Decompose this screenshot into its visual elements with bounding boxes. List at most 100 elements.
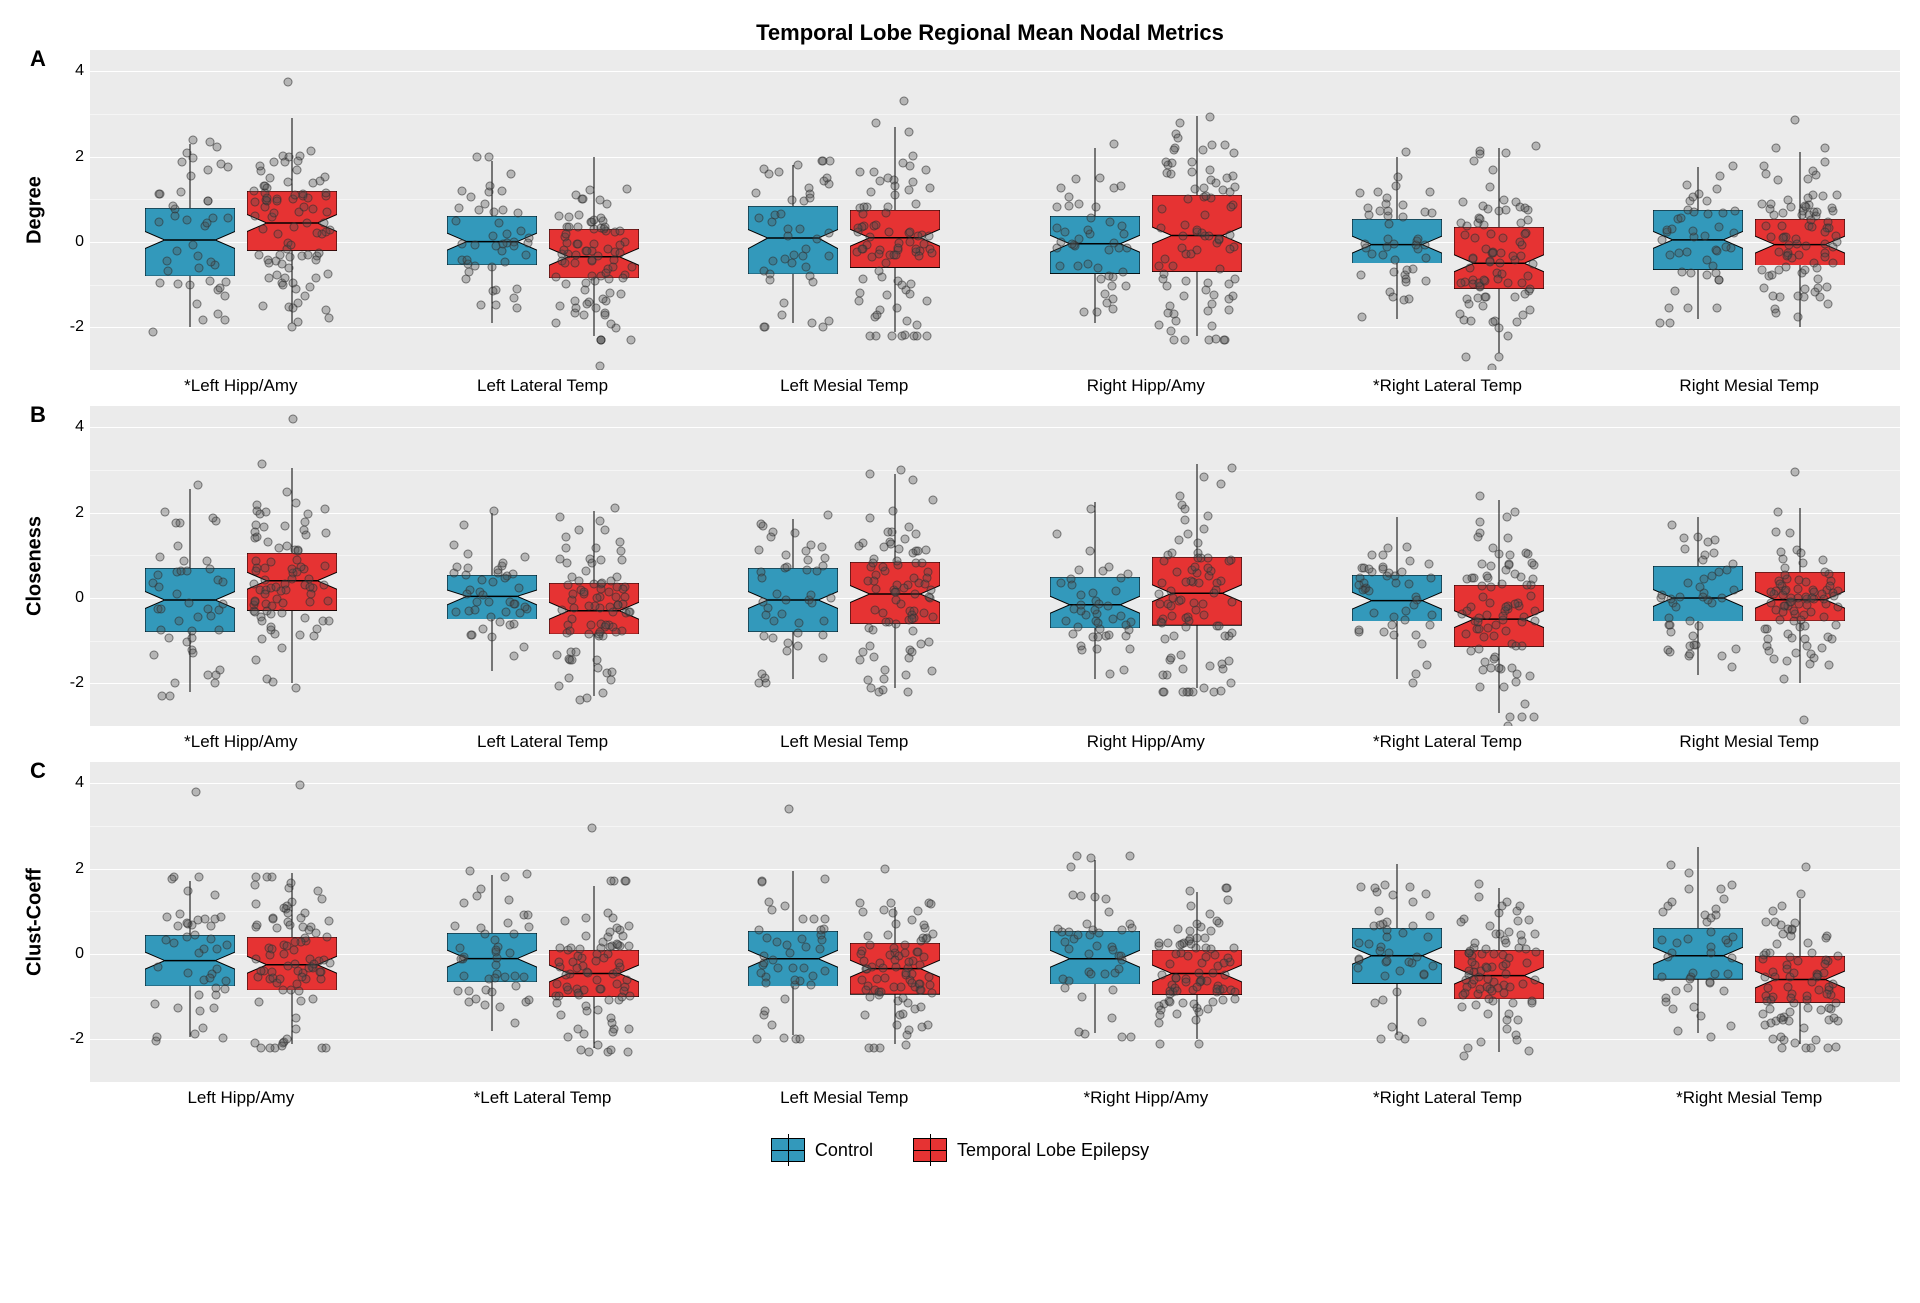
data-point: [1793, 585, 1802, 594]
data-point: [1476, 1037, 1485, 1046]
data-point: [555, 211, 564, 220]
data-point: [259, 522, 268, 531]
data-point: [487, 612, 496, 621]
data-point: [608, 1018, 617, 1027]
data-point: [512, 304, 521, 313]
x-category-label: Right Mesial Temp: [1598, 376, 1900, 396]
data-point: [789, 250, 798, 259]
data-point: [554, 958, 563, 967]
data-point: [1181, 220, 1190, 229]
data-point: [1230, 183, 1239, 192]
data-point: [1504, 331, 1513, 340]
data-point: [189, 135, 198, 144]
data-point: [861, 986, 870, 995]
data-point: [1202, 952, 1211, 961]
data-point: [1207, 321, 1216, 330]
data-point: [522, 870, 531, 879]
data-point: [1364, 565, 1373, 574]
data-point: [250, 187, 259, 196]
data-point: [819, 616, 828, 625]
data-point: [854, 542, 863, 551]
data-point: [160, 508, 169, 517]
x-category-label: Left Hipp/Amy: [90, 1088, 392, 1108]
data-point: [250, 596, 259, 605]
data-point: [1383, 917, 1392, 926]
data-point: [926, 184, 935, 193]
data-point: [1731, 645, 1740, 654]
data-point: [1780, 570, 1789, 579]
data-point: [1763, 996, 1772, 1005]
data-point: [293, 165, 302, 174]
data-point: [1717, 652, 1726, 661]
data-point: [1404, 957, 1413, 966]
data-point: [870, 652, 879, 661]
data-point: [866, 188, 875, 197]
data-point: [266, 173, 275, 182]
data-point: [892, 303, 901, 312]
data-point: [1457, 918, 1466, 927]
data-point: [1094, 600, 1103, 609]
data-point: [520, 642, 529, 651]
data-point: [1831, 1042, 1840, 1051]
data-point: [490, 207, 499, 216]
data-point: [498, 240, 507, 249]
data-point: [1757, 200, 1766, 209]
data-point: [195, 873, 204, 882]
data-point: [596, 556, 605, 565]
data-point: [154, 217, 163, 226]
data-point: [300, 291, 309, 300]
data-point: [170, 678, 179, 687]
data-point: [1806, 1043, 1815, 1052]
data-point: [500, 573, 509, 582]
data-point: [284, 178, 293, 187]
data-point: [1385, 220, 1394, 229]
data-point: [1155, 939, 1164, 948]
data-point: [1425, 912, 1434, 921]
data-point: [1511, 642, 1520, 651]
data-point: [1820, 144, 1829, 153]
data-point: [1195, 578, 1204, 587]
data-point: [510, 930, 519, 939]
data-point: [1188, 157, 1197, 166]
data-point: [893, 581, 902, 590]
data-point: [562, 280, 571, 289]
data-point: [1392, 988, 1401, 997]
data-point: [158, 692, 167, 701]
data-point: [596, 628, 605, 637]
data-point: [870, 1043, 879, 1052]
data-point: [467, 193, 476, 202]
data-point: [875, 266, 884, 275]
outlier-point: [1504, 722, 1513, 727]
data-point: [1476, 150, 1485, 159]
data-point: [552, 273, 561, 282]
data-point: [1669, 1005, 1678, 1014]
data-point: [1827, 635, 1836, 644]
data-point: [1494, 909, 1503, 918]
data-point: [1101, 290, 1110, 299]
y-tick: -2: [70, 674, 84, 692]
data-point: [1159, 270, 1168, 279]
data-point: [1068, 630, 1077, 639]
data-point: [512, 284, 521, 293]
data-point: [1200, 683, 1209, 692]
data-point: [883, 527, 892, 536]
data-point: [753, 1035, 762, 1044]
data-point: [299, 203, 308, 212]
data-point: [612, 593, 621, 602]
data-point: [1076, 891, 1085, 900]
data-point: [784, 231, 793, 240]
data-point: [1084, 260, 1093, 269]
data-point: [1686, 269, 1695, 278]
data-point: [1411, 631, 1420, 640]
data-point: [484, 152, 493, 161]
outlier-point: [588, 824, 597, 833]
data-point: [1121, 281, 1130, 290]
data-point: [1772, 527, 1781, 536]
y-axis-label: Closeness: [20, 406, 50, 726]
data-point: [156, 552, 165, 561]
data-point: [471, 240, 480, 249]
data-point: [1496, 259, 1505, 268]
data-point: [1495, 664, 1504, 673]
data-point: [215, 625, 224, 634]
data-point: [1086, 505, 1095, 514]
